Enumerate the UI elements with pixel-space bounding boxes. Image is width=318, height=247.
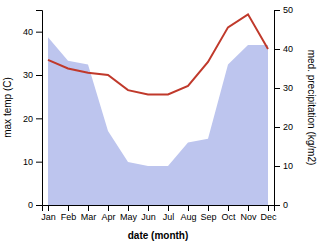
tick-label: 10 bbox=[283, 161, 293, 171]
tick-mark bbox=[36, 162, 42, 163]
tick: Jun bbox=[141, 205, 156, 222]
tick-label: Oct bbox=[221, 212, 236, 222]
y2-axis-title: med. precipitation (kg/m2) bbox=[306, 50, 317, 166]
tick: Feb bbox=[61, 205, 77, 222]
tick-mark bbox=[248, 205, 249, 211]
tick-mark bbox=[274, 127, 280, 128]
tick-mark bbox=[228, 205, 229, 211]
y-axis-title: max temp (C) bbox=[2, 77, 13, 138]
tick-label: 50 bbox=[283, 5, 293, 15]
y2-axis: 0 10 20 30 40 50 bbox=[274, 5, 293, 210]
tick-mark bbox=[48, 205, 49, 211]
tick-mark bbox=[88, 205, 89, 211]
line bbox=[48, 14, 268, 94]
tick-mark bbox=[274, 166, 280, 167]
y-axis: 0 10 20 30 40 bbox=[23, 11, 43, 211]
axis-line bbox=[36, 11, 43, 206]
tick-mark bbox=[168, 205, 169, 211]
marks bbox=[48, 14, 268, 205]
chart: Jan Feb Mar Apr MayJun Jul Aug Sep Oct NovDec 0 10 2… bbox=[0, 0, 318, 247]
tick: 40 bbox=[23, 27, 42, 37]
axis-line bbox=[275, 11, 281, 206]
tick: 0 bbox=[274, 200, 288, 210]
tick-mark bbox=[128, 205, 129, 211]
tick: Jul bbox=[163, 205, 175, 222]
tick-mark bbox=[274, 88, 280, 89]
tick: Sep bbox=[200, 205, 216, 222]
plot: Jan Feb Mar Apr MayJun Jul Aug Sep Oct NovDec 0 10 2… bbox=[23, 5, 293, 222]
tick: Mar bbox=[81, 205, 97, 222]
tick-mark bbox=[208, 205, 209, 211]
tick-mark bbox=[274, 10, 280, 11]
tick-mark bbox=[36, 32, 42, 33]
tick-label: May bbox=[120, 212, 138, 222]
tick: 0 bbox=[28, 200, 42, 210]
tick: Aug bbox=[180, 205, 196, 222]
tick-mark bbox=[268, 205, 269, 211]
x-axis-title: date (month) bbox=[128, 230, 189, 241]
tick: 20 bbox=[274, 122, 293, 132]
tick: 20 bbox=[23, 114, 42, 124]
tick-label: Nov bbox=[240, 212, 257, 222]
tick-mark bbox=[188, 205, 189, 211]
tick-label: 30 bbox=[283, 83, 293, 93]
tick-label: 20 bbox=[283, 122, 293, 132]
tick-mark bbox=[36, 75, 42, 76]
tick: 30 bbox=[23, 70, 42, 80]
area bbox=[48, 37, 268, 205]
tick-label: Dec bbox=[260, 212, 277, 222]
tick-label: Mar bbox=[81, 212, 97, 222]
tick: 10 bbox=[23, 157, 42, 167]
tick: Dec bbox=[260, 205, 277, 222]
tick-label: 40 bbox=[283, 44, 293, 54]
tick-label: Jun bbox=[141, 212, 156, 222]
tick: Nov bbox=[240, 205, 257, 222]
x-axis: Jan Feb Mar Apr MayJun Jul Aug Sep Oct NovDec bbox=[41, 205, 277, 222]
axis-line bbox=[43, 206, 275, 212]
tick: 40 bbox=[274, 44, 293, 54]
tick: Oct bbox=[221, 205, 236, 222]
tick-label: 40 bbox=[23, 27, 33, 37]
tick: Jan bbox=[41, 205, 56, 222]
tick-mark bbox=[36, 118, 42, 119]
tick-mark bbox=[148, 205, 149, 211]
tick-mark bbox=[68, 205, 69, 211]
tick-mark bbox=[274, 49, 280, 50]
tick-label: Jul bbox=[163, 212, 175, 222]
tick-mark bbox=[36, 205, 42, 206]
tick-mark bbox=[274, 205, 280, 206]
tick-label: 30 bbox=[23, 70, 33, 80]
tick: 10 bbox=[274, 161, 293, 171]
tick-label: 0 bbox=[283, 200, 288, 210]
tick-label: Apr bbox=[101, 212, 115, 222]
tick: Apr bbox=[101, 205, 115, 222]
tick-label: Feb bbox=[61, 212, 77, 222]
tick-label: 10 bbox=[23, 157, 33, 167]
tick: 50 bbox=[274, 5, 293, 15]
tick-label: 0 bbox=[28, 200, 33, 210]
tick-mark bbox=[108, 205, 109, 211]
tick-label: Sep bbox=[200, 212, 216, 222]
tick-label: 20 bbox=[23, 114, 33, 124]
tick-label: Aug bbox=[180, 212, 196, 222]
tick: 30 bbox=[274, 83, 293, 93]
tick: May bbox=[120, 205, 138, 222]
tick-label: Jan bbox=[41, 212, 56, 222]
